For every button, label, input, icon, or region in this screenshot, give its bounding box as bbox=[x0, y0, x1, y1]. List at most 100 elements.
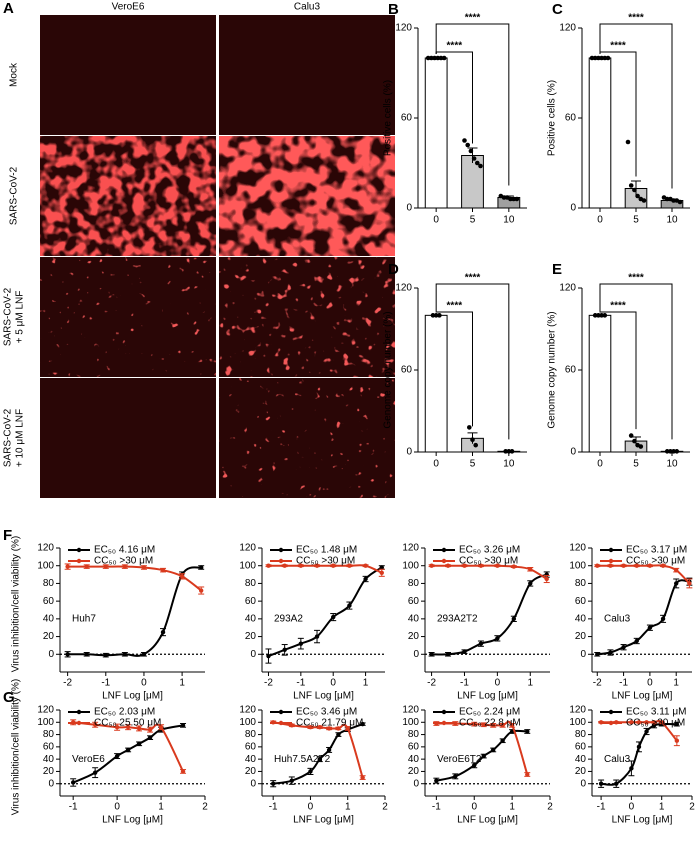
y-tick-label: 0 bbox=[48, 649, 54, 660]
y-tick-label: 60 bbox=[575, 596, 587, 607]
data-point bbox=[468, 148, 474, 154]
data-point bbox=[495, 563, 500, 568]
significance-label: **** bbox=[447, 301, 463, 312]
significance-label: **** bbox=[447, 41, 463, 52]
data-point bbox=[331, 563, 336, 568]
data-point bbox=[179, 574, 185, 579]
x-tick-label: 0 bbox=[471, 802, 477, 813]
fit-curve bbox=[67, 566, 202, 657]
x-tick-label: 1 bbox=[673, 678, 679, 689]
data-point bbox=[511, 196, 516, 202]
x-tick-label: 0 bbox=[433, 215, 439, 226]
x-tick-label: 2 bbox=[382, 802, 388, 813]
row-label: SARS-CoV-2 bbox=[3, 408, 14, 467]
data-point bbox=[429, 563, 434, 568]
cell-line-label: 293A2 bbox=[274, 613, 303, 624]
significance-bracket bbox=[599, 23, 673, 189]
data-point bbox=[481, 722, 486, 727]
legend-marker bbox=[608, 720, 614, 726]
data-point bbox=[595, 563, 600, 568]
data-point bbox=[677, 199, 683, 205]
data-point bbox=[602, 55, 608, 61]
cell-line-label: VeroE6T2 bbox=[437, 754, 482, 765]
y-tick-label: 40 bbox=[43, 754, 55, 765]
data-point bbox=[641, 198, 647, 203]
y-tick-label: 120 bbox=[402, 705, 419, 716]
y-tick-label: 60 bbox=[408, 596, 420, 607]
cell-line-label: Calu3 bbox=[604, 754, 631, 765]
data-point bbox=[441, 55, 447, 61]
x-tick-label: 0 bbox=[141, 678, 147, 689]
data-point bbox=[379, 565, 384, 570]
y-tick-label: 80 bbox=[43, 578, 55, 589]
y-tick-label: 120 bbox=[559, 23, 576, 34]
data-point bbox=[122, 652, 128, 657]
data-point bbox=[429, 55, 434, 61]
data-point bbox=[473, 442, 479, 448]
data-point bbox=[70, 780, 76, 785]
x-tick-label: -1 bbox=[69, 802, 78, 813]
panel-label: C bbox=[552, 1, 563, 18]
x-axis-title: LNF Log [μM] bbox=[612, 691, 673, 702]
x-tick-label: -2 bbox=[427, 678, 436, 689]
x-tick-label: 1 bbox=[158, 802, 164, 813]
x-tick-label: 2 bbox=[202, 802, 208, 813]
y-tick-label: 120 bbox=[559, 283, 576, 294]
data-point bbox=[674, 567, 679, 573]
data-point bbox=[500, 738, 505, 743]
significance-label: **** bbox=[610, 41, 626, 52]
data-point bbox=[289, 723, 295, 728]
y-axis-title: Genome copy number (%) bbox=[547, 311, 558, 428]
data-point bbox=[625, 139, 631, 145]
data-point bbox=[634, 563, 639, 568]
data-point bbox=[668, 449, 673, 454]
data-point bbox=[481, 753, 486, 759]
x-axis-title: LNF Log [μM] bbox=[457, 815, 518, 826]
bar bbox=[461, 155, 484, 209]
data-point bbox=[438, 55, 444, 61]
y-tick-label: 40 bbox=[245, 613, 257, 624]
y-tick-label: 40 bbox=[245, 754, 257, 765]
y-tick-label: 80 bbox=[245, 729, 257, 740]
data-point bbox=[347, 603, 352, 608]
data-point bbox=[608, 563, 613, 568]
x-tick-label: 1 bbox=[659, 802, 665, 813]
x-axis-title: LNF Log [μM] bbox=[102, 815, 163, 826]
y-tick-label: 80 bbox=[408, 578, 420, 589]
y-tick-label: 20 bbox=[575, 631, 587, 642]
data-point bbox=[270, 781, 276, 786]
y-tick-label: 120 bbox=[569, 543, 586, 554]
bar bbox=[424, 314, 448, 453]
micrograph-signal bbox=[40, 136, 216, 256]
y-tick-label: 40 bbox=[575, 754, 587, 765]
data-point bbox=[465, 142, 471, 148]
legend-label: EC₅₀ 4.16 μM bbox=[94, 545, 155, 556]
data-point bbox=[475, 160, 480, 166]
data-point bbox=[506, 449, 512, 454]
data-point bbox=[326, 747, 332, 753]
legend-label: EC₅₀ 3.11 μM bbox=[626, 707, 686, 718]
data-point bbox=[158, 725, 164, 730]
row-label: + 10 μM LNF bbox=[15, 409, 26, 467]
y-tick-label: 80 bbox=[43, 729, 55, 740]
significance-bracket bbox=[435, 23, 510, 186]
y-tick-label: 20 bbox=[43, 631, 55, 642]
y-tick-label: 60 bbox=[565, 365, 577, 376]
data-point bbox=[314, 563, 320, 568]
x-tick-label: 0 bbox=[330, 678, 336, 689]
legend-marker bbox=[278, 709, 284, 715]
panel-label: B bbox=[388, 1, 399, 18]
x-tick-label: 0 bbox=[308, 802, 314, 813]
panel-label: A bbox=[3, 0, 14, 17]
data-point bbox=[347, 563, 352, 568]
data-point bbox=[674, 449, 680, 454]
legend-label: CC₅₀ 25.50 μM bbox=[94, 718, 161, 729]
data-point bbox=[544, 576, 549, 582]
data-point bbox=[501, 195, 507, 200]
y-tick-label: 80 bbox=[575, 729, 587, 740]
x-axis-title: LNF Log [μM] bbox=[457, 691, 518, 702]
x-tick-label: 2 bbox=[689, 802, 695, 813]
legend-label: CC₅₀ >30 μM bbox=[626, 556, 685, 567]
legend-marker bbox=[278, 547, 284, 553]
data-point bbox=[103, 564, 108, 569]
